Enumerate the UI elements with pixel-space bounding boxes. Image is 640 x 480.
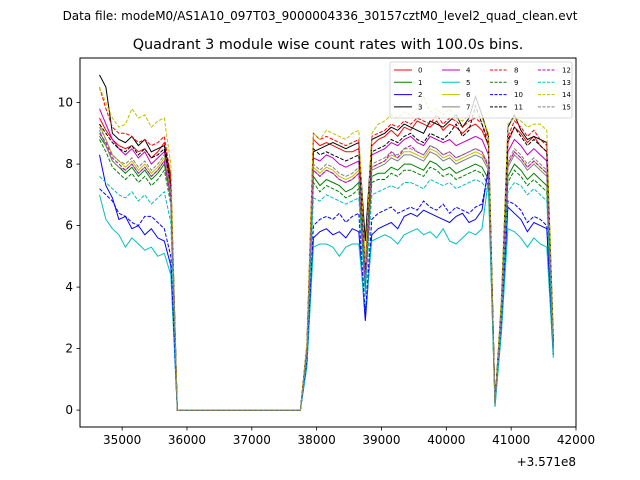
series-line-5 xyxy=(99,179,554,411)
y-axis: 0 2 4 6 8 10 xyxy=(58,96,80,417)
x-offset-label: +3.571e8 xyxy=(517,455,576,469)
legend-box xyxy=(389,61,573,119)
axes-frame xyxy=(79,57,577,428)
x-tick-label: 38000 xyxy=(298,433,336,447)
series-line-15 xyxy=(99,126,554,411)
series-line-11 xyxy=(99,104,554,411)
legend-label-15: 15 xyxy=(562,103,571,111)
x-axis: 35000 36000 37000 38000 39000 40000 41000 42000 xyxy=(103,427,595,447)
x-tick-label: 37000 xyxy=(233,433,271,447)
series-line-10 xyxy=(99,170,554,411)
series-line-13 xyxy=(99,176,554,411)
series-line-12 xyxy=(99,133,554,411)
suptitle: Data file: modeM0/AS1A10_097T03_90000043… xyxy=(63,9,578,23)
legend-label-11: 11 xyxy=(514,103,523,111)
series-line-2 xyxy=(99,154,554,411)
legend-label-10: 10 xyxy=(514,91,523,99)
legend-label-9: 9 xyxy=(514,79,518,87)
legend-label-1: 1 xyxy=(418,79,422,87)
y-tick-label: 2 xyxy=(65,342,73,356)
x-tick-label: 42000 xyxy=(557,433,595,447)
x-tick-label: 35000 xyxy=(103,433,141,447)
legend-label-8: 8 xyxy=(514,67,518,75)
y-tick-label: 4 xyxy=(65,280,73,294)
legend-label-12: 12 xyxy=(562,67,571,75)
x-tick-label: 40000 xyxy=(427,433,465,447)
legend-label-0: 0 xyxy=(418,67,422,75)
legend-label-7: 7 xyxy=(466,103,470,111)
series-layer xyxy=(99,74,554,411)
x-tick-label: 36000 xyxy=(168,433,206,447)
y-tick-label: 10 xyxy=(58,96,73,110)
y-tick-label: 8 xyxy=(65,157,73,171)
x-tick-label: 41000 xyxy=(492,433,530,447)
chart-title: Quadrant 3 module wise count rates with … xyxy=(133,37,524,53)
series-line-14 xyxy=(99,87,554,411)
legend-label-2: 2 xyxy=(418,91,422,99)
y-tick-label: 0 xyxy=(65,403,73,417)
legend-label-14: 14 xyxy=(562,91,571,99)
legend-label-13: 13 xyxy=(562,79,571,87)
legend-label-6: 6 xyxy=(466,91,471,99)
x-tick-label: 39000 xyxy=(362,433,400,447)
y-tick-label: 6 xyxy=(65,219,73,233)
legend-label-3: 3 xyxy=(418,103,422,111)
legend-label-5: 5 xyxy=(466,79,470,87)
legend-label-4: 4 xyxy=(466,67,471,75)
